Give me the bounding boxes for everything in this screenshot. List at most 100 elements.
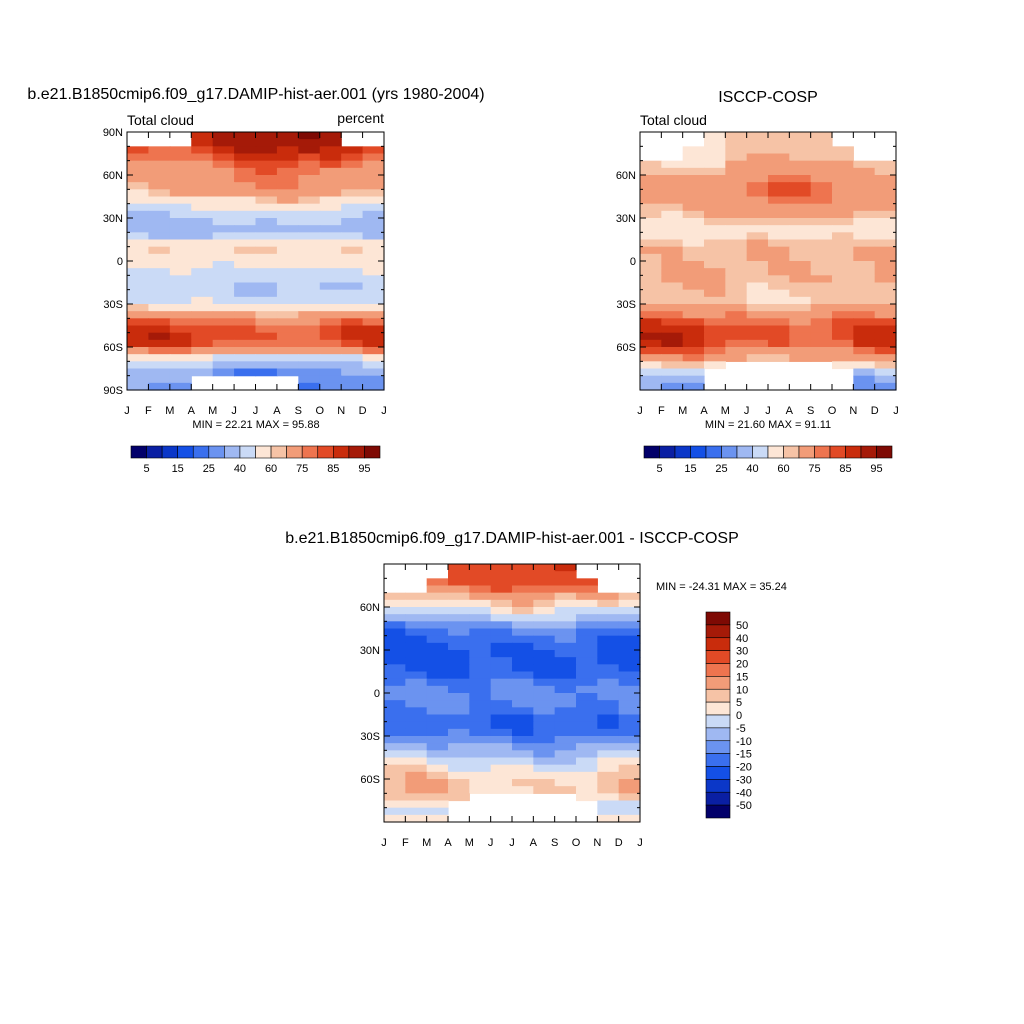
contour-cell (704, 304, 726, 312)
contour-cell (469, 707, 492, 716)
contour-cell (490, 721, 513, 730)
contour-cell (255, 153, 278, 162)
contour-cell (191, 160, 214, 169)
x-tick-label: A (786, 405, 794, 417)
contour-cell (234, 275, 257, 284)
contour-cell (191, 218, 214, 226)
contour-cell (789, 182, 812, 190)
contour-cell (597, 671, 620, 680)
colorbar-label: 60 (777, 463, 789, 475)
contour-cell (169, 375, 192, 384)
contour-cell (426, 750, 449, 759)
contour-cell (832, 311, 854, 319)
contour-cell (298, 375, 321, 384)
contour-cell (234, 182, 257, 190)
colorbar-label: -20 (736, 762, 752, 774)
contour-cell (384, 685, 406, 694)
contour-cell (725, 289, 748, 298)
contour-cell (768, 261, 790, 269)
contour-cell (127, 339, 150, 348)
colorbar-swatch (224, 445, 241, 459)
contour-cell (640, 382, 662, 391)
contour-cell (618, 678, 641, 687)
contour-cell (832, 354, 854, 362)
contour-cell (469, 614, 492, 622)
contour-cell (469, 599, 492, 608)
contour-cell (127, 318, 150, 327)
contour-cell (853, 275, 876, 284)
colorbar-swatch (705, 650, 731, 664)
contour-cell (127, 196, 150, 205)
contour-cell (341, 375, 364, 384)
contour-cell (127, 210, 150, 219)
contour-cell (148, 282, 171, 291)
contour-cell (298, 268, 321, 276)
colorbar-swatch (690, 445, 707, 459)
contour-cell (576, 743, 598, 751)
x-tick-label: M (422, 837, 431, 849)
contour-cell (533, 599, 556, 608)
contour-cell (469, 693, 492, 701)
colorbar-label: 15 (736, 671, 748, 683)
contour-cell (362, 375, 385, 384)
contour-cell (533, 721, 556, 730)
contour-cell (319, 239, 342, 248)
contour-cell (661, 304, 684, 312)
contour-cell (127, 261, 150, 269)
colorbar-label: 75 (296, 463, 308, 475)
contour-cell (384, 728, 406, 737)
contour-cell (661, 382, 684, 391)
contour-cell (212, 347, 235, 355)
contour-cell (490, 736, 513, 744)
contour-cell (127, 175, 150, 183)
contour-cell (255, 268, 278, 276)
contour-cell (618, 700, 641, 708)
contour-cell (618, 743, 641, 751)
contour-cell (212, 225, 235, 233)
contour-cell (810, 318, 833, 327)
contour-cell (533, 650, 556, 658)
colorbar-swatch (814, 445, 831, 459)
contour-cell (746, 304, 769, 312)
contour-cell (255, 304, 278, 312)
contour-cell (853, 375, 876, 384)
contour-cell (448, 786, 470, 794)
contour-cell (127, 182, 150, 190)
contour-cell (490, 621, 513, 630)
contour-cell (169, 368, 192, 377)
contour-cell (512, 642, 534, 651)
contour-cell (682, 268, 705, 276)
contour-cell (533, 736, 556, 744)
contour-cell (127, 325, 150, 334)
contour-cell (704, 167, 726, 176)
contour-cell (490, 578, 513, 587)
contour-cell (661, 332, 684, 341)
contour-cell (661, 347, 684, 355)
contour-cell (448, 793, 470, 802)
y-tick-label: 30S (616, 299, 636, 311)
contour-cell (789, 218, 812, 226)
contour-cell (212, 354, 235, 362)
contour-cell (874, 375, 897, 384)
contour-cell (169, 275, 192, 284)
contour-cell (298, 325, 321, 334)
y-tick-label: 30N (360, 645, 380, 657)
contour-cell (341, 354, 364, 362)
contour-cell (533, 621, 556, 630)
contour-cell (191, 318, 214, 327)
contour-cell (512, 707, 534, 716)
colorbar-label: -40 (736, 787, 752, 799)
contour-cell (554, 578, 577, 587)
contour-cell (640, 289, 662, 298)
contour-cell (169, 182, 192, 190)
contour-cell (191, 239, 214, 248)
contour-cell (255, 253, 278, 262)
contour-cell (512, 721, 534, 730)
panel-diff-axes: 60N 30N 0 30S 60S J F M A M J J A S O N D J (360, 564, 643, 849)
colorbar-swatch (130, 445, 147, 459)
contour-cell (234, 253, 257, 262)
contour-cell (789, 167, 812, 176)
contour-cell (148, 339, 171, 348)
colorbar-swatch (208, 445, 225, 459)
contour-cell (874, 339, 897, 348)
